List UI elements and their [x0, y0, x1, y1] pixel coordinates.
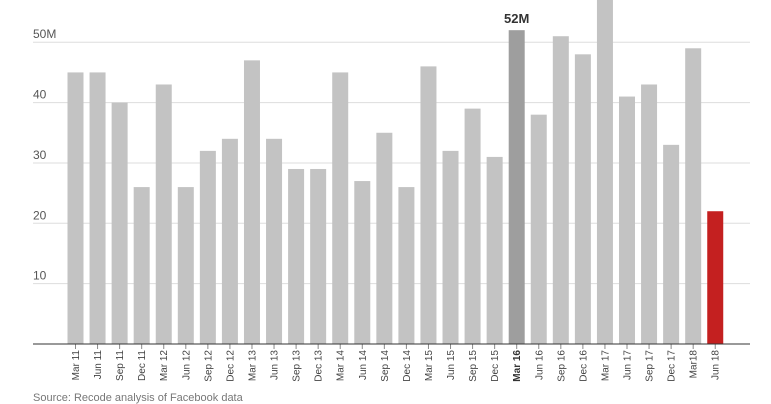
y-tick-label: 10	[33, 269, 47, 283]
bar	[420, 66, 437, 345]
bar	[177, 187, 194, 344]
bar	[243, 60, 260, 344]
bar	[199, 150, 216, 344]
bar	[288, 168, 305, 344]
bar	[111, 102, 128, 344]
x-tick-label: Mar 15	[424, 350, 435, 382]
y-tick-label: 30	[33, 148, 47, 162]
x-tick-label: Jun 15	[446, 350, 457, 380]
bar	[663, 144, 680, 344]
x-tick-label: Dec 14	[402, 350, 413, 382]
x-tick-label: Sep 15	[468, 350, 479, 382]
x-tick-label: Mar 16	[512, 350, 523, 382]
x-tick-label: Mar 12	[159, 350, 170, 382]
bar	[310, 168, 327, 344]
x-tick-label: Jun 17	[623, 350, 634, 380]
x-tick-label: Jun 16	[534, 350, 545, 380]
bar	[266, 138, 283, 344]
bar	[89, 72, 106, 344]
bar	[155, 84, 172, 345]
y-tick-label: 50M	[33, 27, 56, 41]
bar	[508, 30, 525, 344]
x-tick-label: Jun 12	[181, 350, 192, 380]
bar	[707, 211, 724, 344]
x-tick-label: Jun 14	[358, 350, 369, 380]
x-tick-label: Mar18	[689, 350, 700, 379]
bar	[641, 84, 658, 345]
bar	[133, 187, 150, 344]
bar	[552, 36, 569, 345]
x-tick-label: Dec 11	[137, 350, 148, 381]
bar	[596, 0, 613, 344]
x-tick-label: Mar 13	[247, 350, 258, 382]
x-tick-label: Dec 13	[314, 350, 325, 382]
bar	[619, 96, 635, 344]
x-tick-label: Dec 17	[667, 350, 678, 382]
x-tick-label: Sep 17	[645, 350, 656, 382]
bar	[398, 187, 415, 344]
bar	[67, 72, 84, 344]
bar	[442, 150, 459, 344]
bar	[685, 48, 702, 344]
bar	[464, 108, 481, 344]
source-note: Source: Recode analysis of Facebook data	[33, 392, 243, 404]
x-tick-label: Mar 14	[336, 350, 347, 382]
bar	[530, 114, 547, 345]
bar	[354, 181, 371, 344]
x-tick-label: Dec 12	[225, 350, 236, 382]
y-tick-label: 20	[33, 208, 47, 222]
x-tick-label: Jun 11	[93, 350, 104, 380]
x-tick-label: Sep 12	[203, 350, 214, 382]
x-tick-label: Sep 16	[556, 350, 567, 382]
bar	[332, 72, 349, 344]
x-tick-label: Sep 13	[292, 350, 303, 382]
bar	[376, 132, 393, 344]
x-tick-label: Mar 11	[71, 350, 82, 381]
x-tick-label: Jun 18	[711, 350, 722, 380]
x-tick-label: Dec 16	[578, 350, 589, 382]
x-tick-label: Sep 11	[115, 350, 126, 381]
bar	[221, 138, 238, 344]
x-tick-label: Sep 14	[380, 350, 391, 382]
data-label: 52M	[504, 11, 529, 26]
bar	[486, 156, 503, 344]
x-tick-label: Dec 15	[490, 350, 501, 382]
y-tick-label: 40	[33, 88, 47, 102]
x-tick-label: Jun 13	[270, 350, 281, 380]
x-tick-label: Mar 17	[600, 350, 611, 382]
bar	[574, 54, 591, 344]
